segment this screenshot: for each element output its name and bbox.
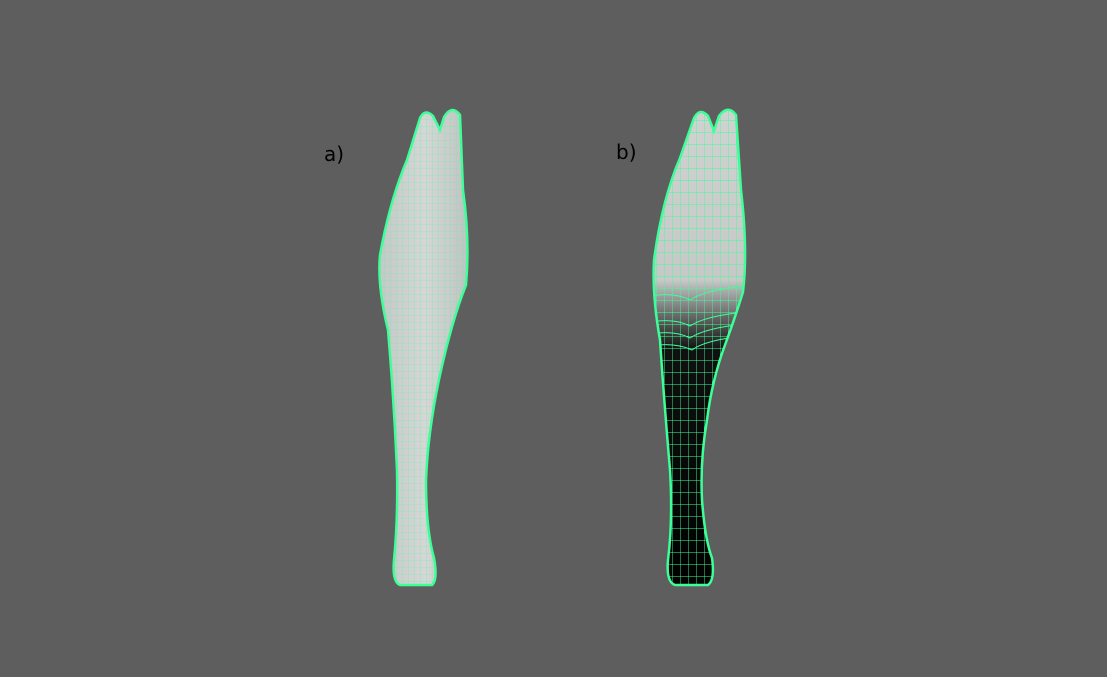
panel-b-label: b)	[616, 140, 637, 164]
mesh-model-a[interactable]	[370, 100, 480, 600]
mesh-model-b[interactable]	[645, 100, 755, 600]
panel-a-label: a)	[324, 142, 345, 166]
